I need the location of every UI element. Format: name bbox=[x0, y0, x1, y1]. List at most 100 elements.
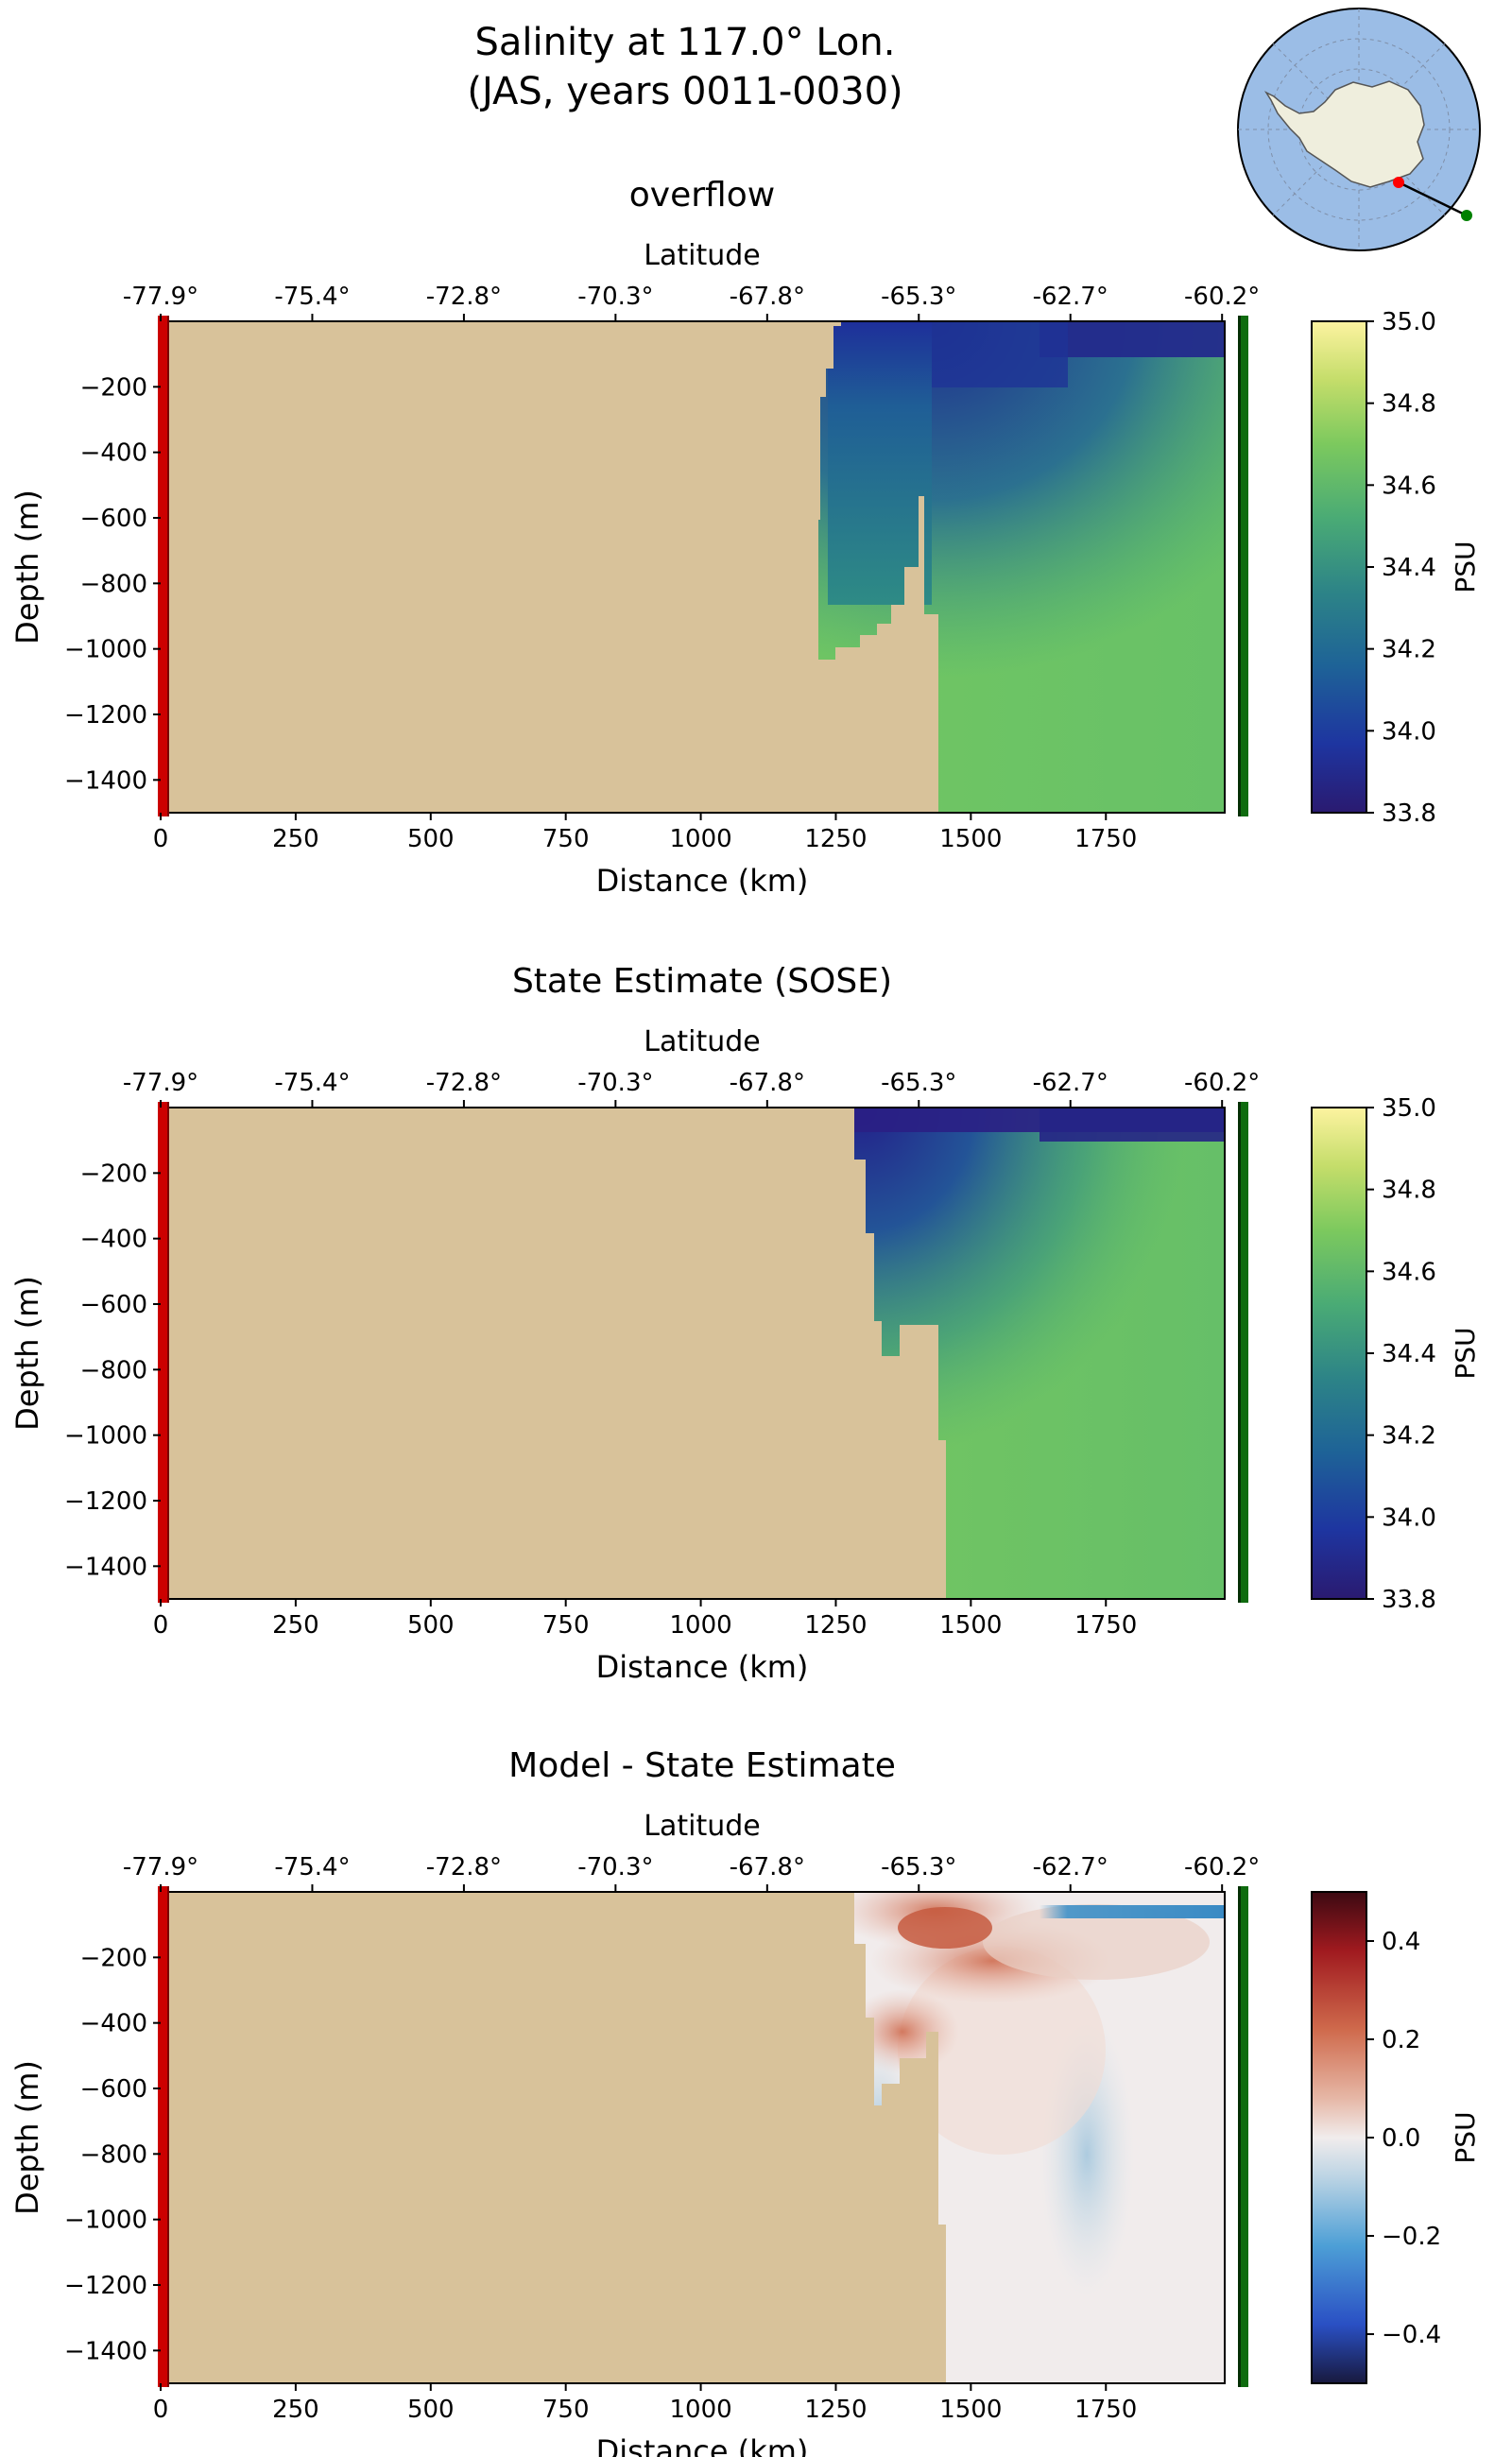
colorbar-tick-label: 35.0 bbox=[1382, 308, 1436, 336]
inset-antarctica bbox=[1263, 80, 1425, 188]
x-tick-label: 0 bbox=[153, 1611, 169, 1640]
panel-title: State Estimate (SOSE) bbox=[512, 962, 892, 1001]
lat-tick-label: -62.7° bbox=[1033, 1069, 1108, 1097]
y-tick-label: −600 bbox=[80, 505, 147, 533]
end-line bbox=[1238, 1886, 1248, 2387]
x-tick-label: 250 bbox=[272, 2396, 319, 2424]
start-line bbox=[158, 1886, 168, 2387]
left-axis: −200 −400 −600 −800 −1000 −1200 −1400 bbox=[64, 373, 161, 795]
x-tick-label: 500 bbox=[407, 1611, 455, 1640]
lat-tick-label: -77.9° bbox=[123, 1069, 198, 1097]
lat-tick-label: -60.2° bbox=[1184, 1069, 1260, 1097]
y-axis-label: Depth (m) bbox=[9, 2060, 45, 2215]
colorbar-ticks: 33.8 34.0 34.2 34.4 34.6 34.8 35.0 bbox=[1366, 308, 1436, 828]
colorbar-tick-label: 0.0 bbox=[1382, 2124, 1420, 2153]
top-axis: -77.9° -75.4° -72.8° -70.3° -67.8° -65.3° -62.… bbox=[123, 1853, 1260, 1892]
plot-area bbox=[161, 1892, 1225, 2383]
inset-end-marker bbox=[1461, 210, 1472, 221]
colorbar-ticks: 33.8 34.0 34.2 34.4 34.6 34.8 35.0 bbox=[1366, 1094, 1436, 1614]
lat-tick-label: -72.8° bbox=[426, 1069, 502, 1097]
top-axis-label: Latitude bbox=[644, 1025, 760, 1058]
x-tick-label: 250 bbox=[272, 825, 319, 853]
y-tick-label: −800 bbox=[80, 570, 147, 598]
lat-tick-label: -67.8° bbox=[730, 1069, 805, 1097]
lat-tick-label: -70.3° bbox=[577, 283, 653, 311]
x-tick-label: 1500 bbox=[939, 2396, 1002, 2424]
y-tick-label: −200 bbox=[80, 1160, 147, 1188]
panel-title: overflow bbox=[629, 176, 775, 215]
colorbar-tick-label: −0.2 bbox=[1382, 2223, 1441, 2251]
lat-tick-label: -70.3° bbox=[577, 1069, 653, 1097]
x-tick-label: 1000 bbox=[669, 825, 731, 853]
x-tick-label: 250 bbox=[272, 1611, 319, 1640]
colorbar bbox=[1311, 1107, 1367, 1600]
colorbar-ticks: −0.4 −0.2 0.0 0.2 0.4 bbox=[1366, 1928, 1441, 2349]
plot-area bbox=[161, 321, 1225, 813]
colorbar-tick-label: 34.8 bbox=[1382, 1177, 1436, 1205]
x-tick-label: 1750 bbox=[1074, 825, 1137, 853]
x-tick-label: 1000 bbox=[669, 2396, 731, 2424]
y-tick-label: −400 bbox=[80, 439, 147, 468]
panel-overflow: overflow Latitude 0 250 500 750 1000 1250 1500… bbox=[9, 176, 1481, 899]
lat-tick-label: -67.8° bbox=[730, 1853, 805, 1881]
lat-tick-label: -65.3° bbox=[881, 1853, 956, 1881]
figure-title-line1: Salinity at 117.0° Lon. bbox=[475, 21, 896, 64]
top-axis: -77.9° -75.4° -72.8° -70.3° -67.8° -65.3° -62.… bbox=[123, 283, 1260, 321]
y-tick-label: −800 bbox=[80, 2140, 147, 2169]
x-tick-label: 750 bbox=[542, 1611, 590, 1640]
lat-tick-label: -75.4° bbox=[274, 1853, 350, 1881]
colorbar bbox=[1311, 1891, 1367, 2384]
panel-difference: Model - State Estimate Latitude 0 250 500 7… bbox=[9, 1746, 1481, 2457]
lat-tick-label: -72.8° bbox=[426, 1853, 502, 1881]
x-tick-label: 1750 bbox=[1074, 2396, 1137, 2424]
inset-transect-line bbox=[1398, 180, 1468, 217]
x-tick-label: 1500 bbox=[939, 825, 1002, 853]
y-tick-label: −1000 bbox=[64, 2207, 147, 2235]
colorbar-tick-label: 35.0 bbox=[1382, 1094, 1436, 1123]
lat-tick-label: -62.7° bbox=[1033, 1853, 1108, 1881]
x-tick-label: 1250 bbox=[804, 2396, 867, 2424]
lat-tick-label: -65.3° bbox=[881, 283, 956, 311]
left-axis: −200 −400 −600 −800 −1000 −1200 −1400 bbox=[64, 1944, 161, 2365]
start-line bbox=[158, 1102, 168, 1603]
inset-map bbox=[1237, 8, 1481, 251]
x-tick-label: 500 bbox=[407, 2396, 455, 2424]
colorbar-label: PSU bbox=[1450, 1327, 1481, 1379]
colorbar-tick-label: 0.2 bbox=[1382, 2026, 1420, 2054]
y-tick-label: −800 bbox=[80, 1356, 147, 1384]
x-axis-label: Distance (km) bbox=[596, 2433, 809, 2457]
x-tick-label: 500 bbox=[407, 825, 455, 853]
lat-tick-label: -77.9° bbox=[123, 283, 198, 311]
colorbar-tick-label: 34.4 bbox=[1382, 554, 1436, 582]
lat-tick-label: -75.4° bbox=[274, 1069, 350, 1097]
bottom-axis: 0 250 500 750 1000 1250 1500 1750 bbox=[153, 2383, 1137, 2424]
land-mask bbox=[161, 1892, 946, 2383]
y-tick-label: −400 bbox=[80, 1226, 147, 1254]
lat-tick-label: -65.3° bbox=[881, 1069, 956, 1097]
x-tick-label: 1500 bbox=[939, 1611, 1002, 1640]
y-tick-label: −1400 bbox=[64, 1553, 147, 1581]
panel-sose: State Estimate (SOSE) Latitude 0 250 500 75… bbox=[9, 962, 1481, 1685]
y-tick-label: −600 bbox=[80, 2075, 147, 2104]
y-tick-label: −1000 bbox=[64, 1422, 147, 1451]
x-tick-label: 1250 bbox=[804, 825, 867, 853]
lat-tick-label: -62.7° bbox=[1033, 283, 1108, 311]
y-tick-label: −400 bbox=[80, 2010, 147, 2038]
land-mask bbox=[161, 321, 938, 813]
colorbar bbox=[1311, 320, 1367, 814]
colorbar-tick-label: 34.8 bbox=[1382, 390, 1436, 419]
x-tick-label: 1750 bbox=[1074, 1611, 1137, 1640]
colorbar-tick-label: 33.8 bbox=[1382, 799, 1436, 828]
colorbar-tick-label: 34.6 bbox=[1382, 472, 1436, 500]
colorbar-tick-label: 0.4 bbox=[1382, 1928, 1420, 1956]
lat-tick-label: -70.3° bbox=[577, 1853, 653, 1881]
lat-tick-label: -72.8° bbox=[426, 283, 502, 311]
lat-tick-label: -60.2° bbox=[1184, 1853, 1260, 1881]
y-tick-label: −1400 bbox=[64, 766, 147, 795]
lat-tick-label: -77.9° bbox=[123, 1853, 198, 1881]
lat-tick-label: -75.4° bbox=[274, 283, 350, 311]
land-mask bbox=[161, 1108, 946, 1599]
y-tick-label: −600 bbox=[80, 1291, 147, 1319]
y-tick-label: −200 bbox=[80, 373, 147, 402]
x-tick-label: 1250 bbox=[804, 1611, 867, 1640]
